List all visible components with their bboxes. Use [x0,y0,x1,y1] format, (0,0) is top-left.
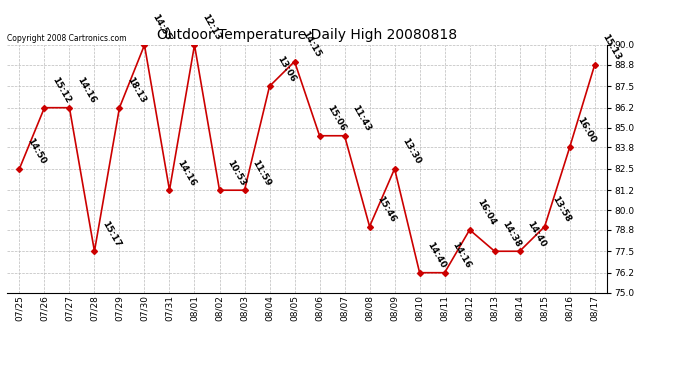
Text: 14:16: 14:16 [450,240,473,270]
Text: 14:16: 14:16 [175,158,197,188]
Text: 13:06: 13:06 [275,54,297,84]
Text: 15:06: 15:06 [325,104,347,133]
Text: 14:50: 14:50 [25,136,47,166]
Text: 15:46: 15:46 [375,194,397,224]
Text: 11:43: 11:43 [350,104,373,133]
Text: 14:38: 14:38 [500,219,522,249]
Text: 14:55: 14:55 [150,13,172,42]
Text: 14:16: 14:16 [75,75,97,105]
Text: 14:15: 14:15 [300,29,322,59]
Text: 15:13: 15:13 [600,33,622,62]
Text: 16:04: 16:04 [475,198,497,227]
Text: 13:30: 13:30 [400,137,422,166]
Text: Copyright 2008 Cartronics.com: Copyright 2008 Cartronics.com [7,33,126,42]
Text: 13:58: 13:58 [550,194,572,224]
Text: 14:40: 14:40 [525,219,547,249]
Text: 10:53: 10:53 [225,158,247,188]
Title: Outdoor Temperature Daily High 20080818: Outdoor Temperature Daily High 20080818 [157,28,457,42]
Text: 12:13: 12:13 [200,13,222,42]
Text: 16:00: 16:00 [575,116,598,144]
Text: 14:40: 14:40 [425,240,447,270]
Text: 18:13: 18:13 [125,76,147,105]
Text: 15:12: 15:12 [50,76,72,105]
Text: 15:17: 15:17 [100,219,122,249]
Text: 11:59: 11:59 [250,158,273,188]
